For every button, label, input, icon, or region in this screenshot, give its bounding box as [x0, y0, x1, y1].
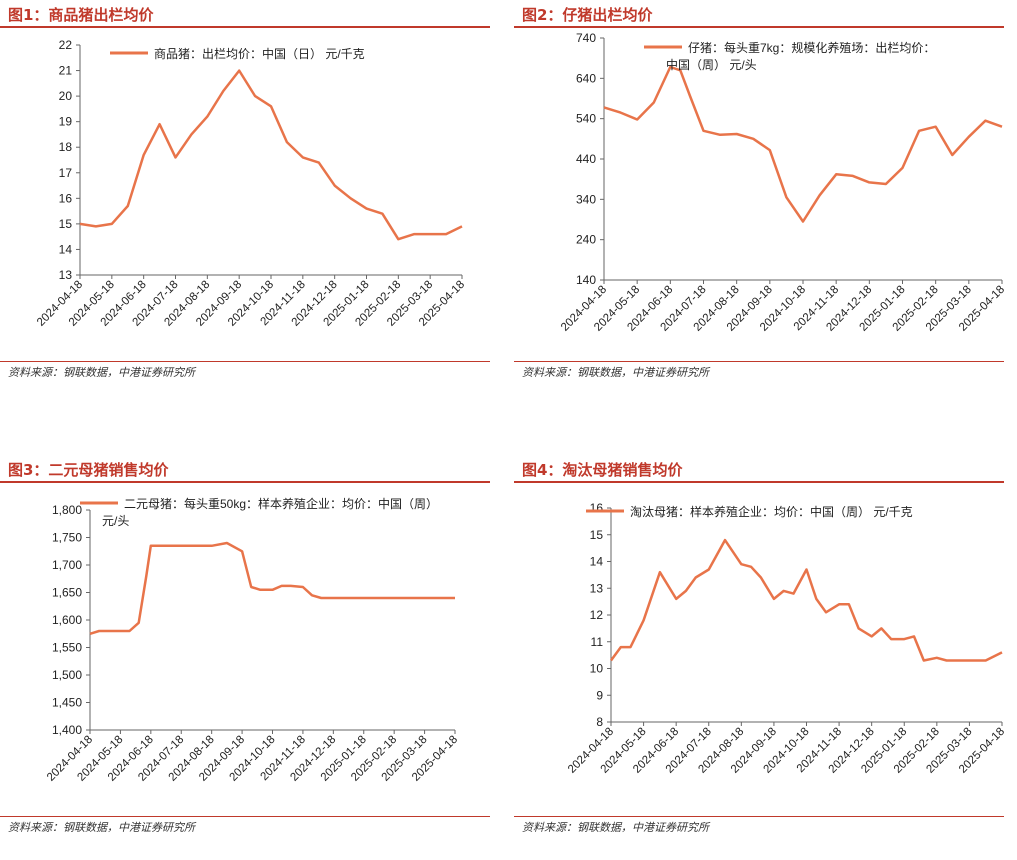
y-tick-label: 19 — [59, 115, 73, 129]
y-tick-label: 9 — [596, 688, 603, 702]
source-note: 资料来源：钢联数据，中港证券研究所 — [8, 821, 195, 834]
series-line — [89, 541, 455, 635]
chart-binary-sow-price: 1,800 1,750 1,700 1,650 1,600 1,550 1,500 1,450… — [45, 496, 460, 784]
legend-label: 中国（周） 元/头 — [666, 57, 757, 72]
y-tick-label: 15 — [59, 217, 73, 231]
title-rule — [0, 481, 490, 483]
y-tick-label: 640 — [576, 71, 596, 85]
legend-label: 元/头 — [102, 514, 129, 528]
series-line — [609, 538, 1003, 662]
figure-title: 图1：商品猪出栏均价 — [8, 6, 154, 24]
y-tick-label: 340 — [576, 192, 596, 206]
y-tick-label: 11 — [591, 635, 604, 649]
y-tick-label: 1,650 — [52, 586, 82, 600]
source-rule — [514, 361, 1004, 362]
y-tick-label: 140 — [576, 273, 596, 287]
panel-2: 图2：仔猪出栏均价 740 640 540 440 340 240 140 2024-04-1… — [514, 0, 1004, 405]
y-tick-label: 240 — [576, 233, 596, 247]
y-tick-label: 20 — [59, 89, 73, 103]
chart-piglet-price: 7406405404403402401402024-04-182024-05-1… — [559, 31, 1004, 334]
y-tick-label: 17 — [59, 166, 73, 180]
y-tick-label: 14 — [590, 555, 604, 569]
legend-label: 商品猪：出栏均价：中国（日） 元/千克 — [154, 46, 365, 61]
y-tick-label: 1,450 — [52, 696, 82, 710]
source-note: 资料来源：钢联数据，中港证券研究所 — [522, 821, 709, 834]
y-tick-label: 1,500 — [52, 668, 82, 682]
title-rule — [0, 26, 490, 28]
y-tick-label: 12 — [590, 608, 604, 622]
series-line — [79, 69, 463, 241]
figure-title: 图4：淘汰母猪销售均价 — [522, 461, 683, 479]
y-tick-label: 14 — [59, 242, 73, 256]
source-rule — [0, 361, 490, 362]
chart-culled-sow-price: 16151413121110982024-04-182024-05-182024… — [566, 501, 1004, 776]
figure-title: 图2：仔猪出栏均价 — [522, 6, 653, 24]
y-tick-label: 16 — [590, 501, 604, 515]
y-tick-label: 15 — [590, 528, 604, 542]
y-tick-label: 8 — [596, 715, 603, 729]
y-tick-label: 21 — [59, 64, 73, 78]
y-tick-label: 740 — [576, 31, 596, 45]
y-tick-label: 13 — [59, 268, 73, 282]
legend-label: 淘汰母猪：样本养殖企业：均价：中国（周） 元/千克 — [630, 504, 913, 519]
y-tick-label: 1,600 — [52, 613, 82, 627]
chart-commercial-hog-price: 222120191817161514132024-04-182024-05-18… — [35, 38, 467, 329]
title-rule — [514, 26, 1004, 28]
y-tick-label: 1,750 — [52, 531, 82, 545]
y-tick-label: 1,550 — [52, 641, 82, 655]
y-tick-label: 1,400 — [52, 723, 82, 737]
y-tick-label: 540 — [576, 112, 596, 126]
source-rule — [0, 816, 490, 817]
y-tick-label: 1,800 — [52, 503, 82, 517]
y-tick-label: 22 — [59, 38, 73, 52]
legend-label: 仔猪：每头重7kg：规模化养殖场：出栏均价： — [688, 40, 935, 55]
y-tick-label: 10 — [590, 662, 604, 676]
legend-label: 二元母猪：每头重50kg：样本养殖企业：均价：中国（周） — [124, 496, 438, 511]
panel-1: 图1：商品猪出栏均价 22 21 20 19 18 17 16 15 14 13 2024-04-1… — [0, 0, 490, 405]
figure-title: 图3：二元母猪销售均价 — [8, 461, 169, 479]
series-line — [603, 65, 1003, 223]
y-tick-label: 1,700 — [52, 558, 82, 572]
panel-3: 图3：二元母猪销售均价 1,800 1,750 1,700 1,650 1,600 1,5… — [0, 455, 490, 860]
panel-4: 图4：淘汰母猪销售均价 16 15 14 13 12 11 10 9 8 2024-04-18 20… — [514, 455, 1004, 860]
y-tick-label: 16 — [59, 191, 73, 205]
source-note: 资料来源：钢联数据，中港证券研究所 — [8, 366, 195, 379]
source-note: 资料来源：钢联数据，中港证券研究所 — [522, 366, 709, 379]
y-tick-label: 13 — [590, 581, 604, 595]
title-rule — [514, 481, 1004, 483]
y-tick-label: 18 — [59, 140, 73, 154]
y-tick-label: 440 — [576, 152, 596, 166]
source-rule — [514, 816, 1004, 817]
